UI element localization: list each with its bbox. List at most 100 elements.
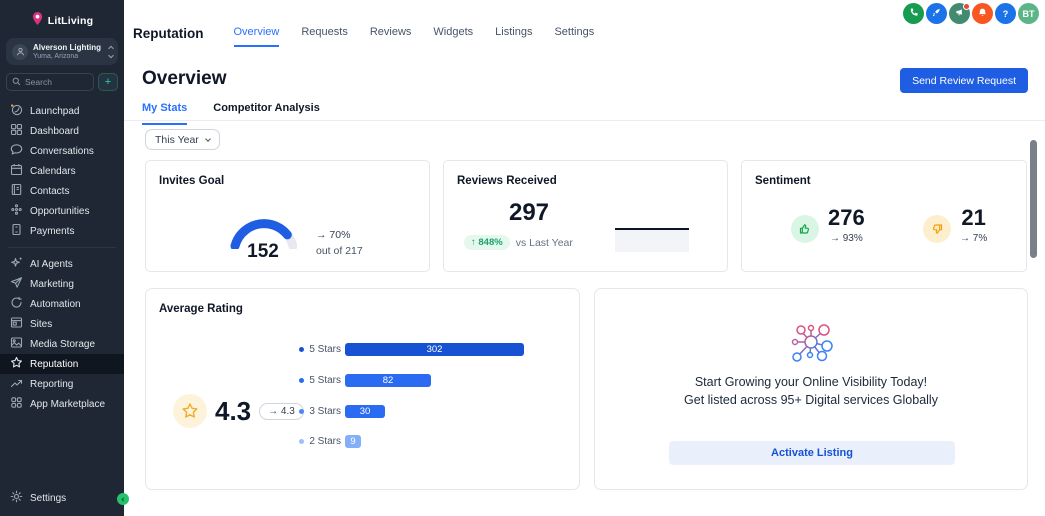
notifications-button[interactable] (972, 3, 993, 24)
account-switcher[interactable]: Alverson Lighting Yuma, Arizona (6, 38, 118, 65)
sidebar-item-ai-agents[interactable]: AI Agents (0, 254, 124, 274)
rating-bar: 9 (345, 434, 361, 448)
sidebar-item-media-storage[interactable]: Media Storage (0, 334, 124, 354)
chevron-up-down-icon (108, 45, 114, 58)
reviews-received-value: 297 (508, 199, 550, 226)
invites-goal-percent: → 70% (316, 229, 351, 241)
sidebar-item-contacts[interactable]: Contacts (0, 181, 124, 201)
promo-line-1: Start Growing your Online Visibility Tod… (694, 375, 928, 389)
sidebar-search[interactable] (6, 73, 94, 91)
sidebar-item-launchpad[interactable]: Launchpad (0, 101, 124, 121)
topbar: Reputation Overview Requests Reviews Wid… (124, 0, 1045, 50)
opportunities-icon (10, 203, 23, 219)
network-icon (595, 321, 1027, 369)
rocket-icon (10, 103, 23, 119)
account-location: Yuma, Arizona (33, 53, 79, 60)
listing-promo-card: Start Growing your Online Visibility Tod… (594, 288, 1028, 490)
help-icon: ? (1002, 8, 1009, 19)
calendar-icon (10, 163, 23, 179)
star-icon (173, 394, 207, 428)
positive-percent: → 93% (829, 233, 863, 244)
invites-goal-value: 152 (247, 241, 279, 262)
invites-goal-target: out of 217 (316, 245, 363, 257)
tabs-separator (124, 120, 1045, 121)
rating-bar-row: 5 Stars 82 (206, 373, 431, 387)
sidebar-item-settings[interactable]: Settings (0, 488, 124, 508)
tab-widgets[interactable]: Widgets (433, 26, 474, 38)
search-icon (12, 73, 21, 91)
rating-bar-row: 2 Stars 9 (206, 434, 361, 448)
page-title: Overview (142, 68, 227, 89)
activate-listing-button[interactable]: Activate Listing (669, 441, 955, 465)
period-dropdown[interactable]: This Year (145, 129, 220, 150)
reviews-received-card: Reviews Received 297 ↑ 848% vs Last Year (443, 160, 728, 272)
automation-icon (10, 296, 23, 312)
reviews-sparkline (615, 228, 689, 252)
tab-reviews[interactable]: Reviews (369, 26, 412, 38)
bell-icon (977, 7, 988, 20)
sidebar-item-calendars[interactable]: Calendars (0, 161, 124, 181)
promo-line-2: Get listed across 95+ Digital services G… (684, 393, 938, 407)
sparkle-icon (10, 256, 23, 272)
sidebar-item-conversations[interactable]: Conversations (0, 141, 124, 161)
invites-goal-card: Invites Goal 152 → 70% out of 217 (145, 160, 430, 272)
location-pin-icon (31, 11, 44, 31)
chevron-down-icon (204, 135, 211, 142)
main-content: Overview Send Review Request My Stats Co… (124, 50, 1045, 516)
sidebar-item-automation[interactable]: Automation (0, 294, 124, 314)
sidebar-item-reputation[interactable]: Reputation (0, 354, 124, 374)
tab-my-stats[interactable]: My Stats (142, 102, 188, 125)
send-review-request-button[interactable]: Send Review Request (900, 68, 1028, 93)
invites-goal-gauge: 152 (229, 209, 298, 263)
scrollbar-thumb[interactable] (1030, 140, 1037, 258)
help-button[interactable]: ? (995, 3, 1016, 24)
tab-overview[interactable]: Overview (233, 26, 280, 47)
sidebar-item-app-marketplace[interactable]: App Marketplace (0, 394, 124, 414)
tab-competitor-analysis[interactable]: Competitor Analysis (213, 102, 320, 114)
avatar[interactable]: BT (1018, 3, 1039, 24)
change-label: vs Last Year (515, 236, 573, 249)
topbar-title: Reputation (133, 26, 204, 41)
thumbs-down-icon (923, 215, 951, 243)
search-input[interactable] (25, 77, 88, 87)
phone-button[interactable] (903, 3, 924, 24)
card-title: Invites Goal (159, 175, 225, 187)
announcements-button[interactable] (949, 3, 970, 24)
positive-count: 276 (828, 205, 865, 230)
topbar-actions: ? BT (903, 3, 1039, 24)
average-rating-card: Average Rating 4.3 → 4.3 5 Stars 302 5 S… (145, 288, 580, 490)
dashboard-icon (10, 123, 23, 139)
rating-bar: 30 (345, 404, 385, 418)
card-title: Average Rating (159, 303, 243, 315)
tab-settings[interactable]: Settings (554, 26, 595, 38)
sidebar-nav-primary: Launchpad Dashboard Conversations Calend… (0, 101, 124, 241)
tab-listings[interactable]: Listings (495, 26, 533, 38)
sidebar-item-sites[interactable]: Sites (0, 314, 124, 334)
sidebar-add-button[interactable]: + (98, 73, 118, 91)
sidebar-item-payments[interactable]: Payments (0, 221, 124, 241)
grid-icon (10, 396, 23, 412)
logo-text: LitLiving (47, 15, 94, 27)
chat-icon (10, 143, 23, 159)
sidebar-item-dashboard[interactable]: Dashboard (0, 121, 124, 141)
browser-icon (10, 316, 23, 332)
sidebar-item-opportunities[interactable]: Opportunities (0, 201, 124, 221)
payments-icon (10, 223, 23, 239)
notification-dot (963, 3, 970, 10)
sidebar-item-reporting[interactable]: Reporting (0, 374, 124, 394)
sidebar-item-marketing[interactable]: Marketing (0, 274, 124, 294)
rocket-icon (931, 7, 942, 20)
sidebar-nav-secondary: AI Agents Marketing Automation Sites Med… (0, 254, 124, 414)
sidebar-collapse-button[interactable] (117, 493, 129, 505)
star-icon (10, 356, 23, 372)
sentiment-card: Sentiment 276 → 93% 21 → 7% (741, 160, 1027, 272)
negative-percent: → 7% (960, 233, 988, 244)
avatar-initials: BT (1022, 8, 1035, 19)
phone-icon (908, 7, 919, 20)
tab-requests[interactable]: Requests (301, 26, 348, 38)
change-badge: ↑ 848% (464, 235, 510, 250)
contacts-icon (10, 183, 23, 199)
quick-launch-button[interactable] (926, 3, 947, 24)
megaphone-icon (954, 7, 965, 20)
gear-icon (10, 490, 23, 506)
